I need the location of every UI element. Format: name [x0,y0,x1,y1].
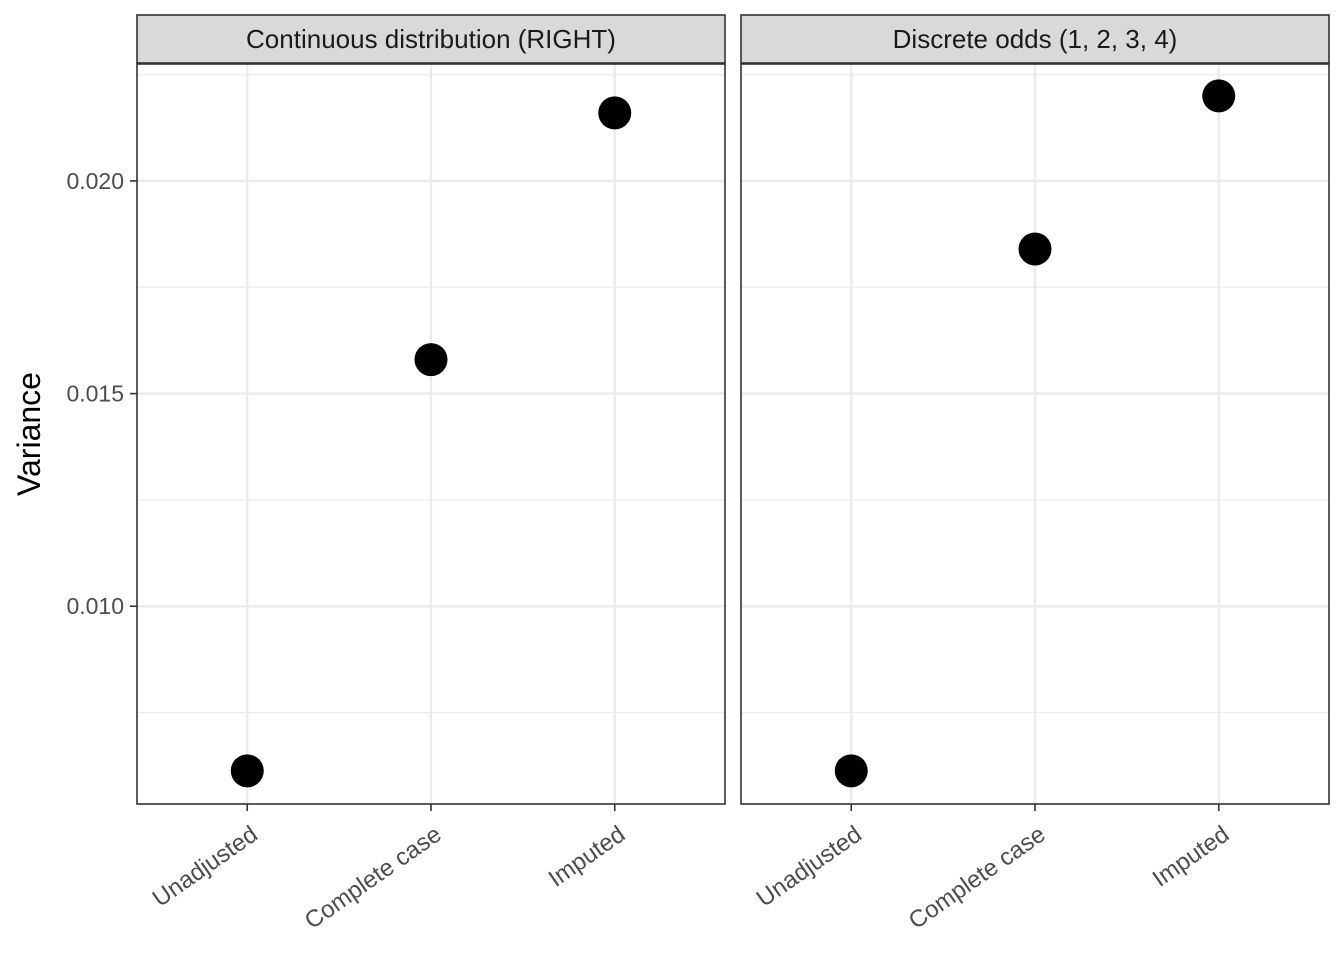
data-point [834,754,868,788]
x-tick-label: Unadjusted [752,821,867,913]
data-point [230,754,264,788]
y-axis-title: Variance [11,372,47,496]
facet-panel: Continuous distribution (RIGHT) Unadjuste… [136,14,726,935]
facet-panels: Continuous distribution (RIGHT) Unadjuste… [136,14,1330,935]
x-tick-label: Unadjusted [148,821,263,913]
data-point [1202,79,1236,113]
facet-strip [740,14,1330,64]
data-point [414,343,448,377]
facet-strip-label: Continuous distribution (RIGHT) [246,24,616,54]
y-tick-label: 0.020 [66,168,124,194]
x-tick-label: Imputed [544,821,631,893]
y-tick-label: 0.010 [66,593,124,619]
x-tick-label: Complete case [300,821,447,935]
facet-strip-label: Discrete odds (1, 2, 3, 4) [893,24,1178,54]
data-point [1018,232,1052,266]
x-tick-label: Imputed [1148,821,1235,893]
y-tick-label: 0.015 [66,381,124,407]
data-point [598,96,632,130]
y-axis: 0.010 0.015 0.020 [66,168,137,619]
facet-panel: Discrete odds (1, 2, 3, 4) Unadjusted Comp… [740,14,1330,935]
facet-strip [136,14,726,64]
x-tick-label: Complete case [904,821,1051,935]
